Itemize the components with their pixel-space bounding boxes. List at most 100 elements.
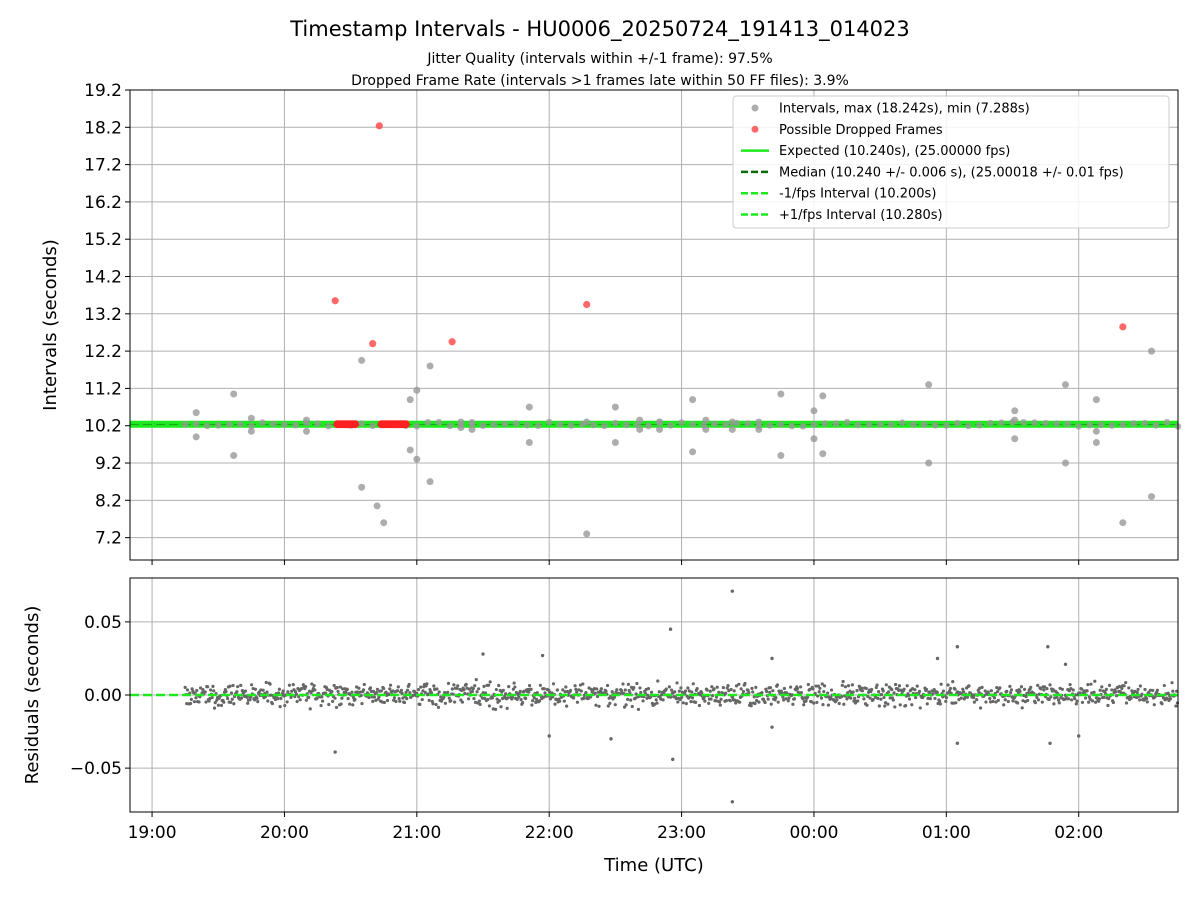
interval-point — [590, 421, 597, 429]
residual-point — [298, 698, 302, 702]
interval-point — [512, 420, 520, 427]
interval-point — [976, 421, 983, 429]
residual-point — [212, 706, 217, 710]
residual-point — [656, 679, 660, 683]
residual-point — [961, 690, 966, 694]
residual-point — [212, 689, 216, 693]
dropped-frame-point — [1119, 323, 1127, 331]
interval-point — [755, 418, 763, 426]
residual-point — [185, 688, 190, 692]
residual-point — [1020, 706, 1024, 710]
residual-point — [667, 685, 671, 689]
residual-point — [1040, 700, 1044, 704]
residual-point — [265, 690, 269, 694]
legend: Intervals, max (18.242s), min (7.288s) Po… — [732, 95, 1170, 229]
residual-point — [368, 686, 373, 690]
residual-point — [661, 698, 665, 702]
residual-point — [729, 687, 733, 692]
residual-point — [538, 699, 542, 703]
residual-point — [886, 702, 890, 706]
residual-point — [791, 702, 795, 706]
residual-point — [944, 699, 948, 703]
residual-point — [213, 701, 217, 705]
residual-point — [715, 685, 719, 689]
residual-point — [513, 685, 517, 689]
residual-point — [679, 686, 683, 690]
residual-point — [677, 689, 681, 693]
residual-point — [1075, 699, 1079, 703]
residual-point — [1080, 687, 1084, 691]
residual-point — [367, 695, 371, 700]
residual-point — [307, 695, 311, 700]
residual-point — [405, 697, 409, 701]
residual-point — [1008, 684, 1012, 688]
x-tick-label: 20:00 — [260, 823, 309, 843]
y-tick-label: 13.2 — [84, 305, 122, 325]
interval-point — [998, 419, 1005, 426]
residual-point — [385, 698, 390, 703]
residual-point — [304, 698, 308, 702]
residual-point — [792, 697, 797, 701]
interval-point — [424, 418, 432, 426]
residual-point — [473, 684, 477, 688]
legend-swatch-dropped — [751, 125, 759, 133]
residual-point — [954, 701, 958, 705]
residual-point — [553, 702, 557, 706]
residual-point — [996, 698, 1000, 702]
dropped-frame-point — [448, 338, 456, 346]
residual-point — [747, 691, 751, 695]
residual-point — [336, 689, 340, 693]
residual-point — [411, 693, 415, 697]
residual-point — [1045, 687, 1049, 691]
interval-point — [920, 421, 928, 428]
interval-point — [711, 420, 718, 428]
residual-point — [732, 689, 736, 693]
residual-point — [938, 702, 942, 706]
residual-point — [933, 696, 937, 701]
residual-point — [623, 688, 627, 692]
residual-point — [581, 682, 585, 686]
residual-point — [1151, 688, 1155, 693]
residual-point — [856, 699, 860, 703]
residual-point — [1060, 687, 1064, 691]
interval-point — [843, 418, 851, 426]
interval-point — [943, 422, 950, 429]
x-tick-label: 21:00 — [392, 823, 441, 843]
residual-point — [765, 689, 769, 694]
residual-point — [450, 687, 454, 691]
residual-point — [517, 695, 521, 699]
residual-point — [593, 691, 597, 695]
interval-point — [636, 416, 644, 424]
residual-point — [790, 693, 794, 697]
residual-point — [905, 684, 909, 688]
residual-point — [512, 681, 516, 685]
interval-point — [1075, 423, 1083, 430]
residual-point — [431, 702, 435, 706]
interval-point — [192, 420, 200, 428]
residual-point — [612, 695, 617, 699]
interval-point — [426, 478, 434, 486]
residual-point — [1080, 700, 1085, 705]
interval-point — [766, 422, 774, 429]
residual-point — [1114, 690, 1118, 694]
interval-point — [1011, 407, 1019, 415]
residual-point — [724, 691, 728, 695]
residual-point — [799, 685, 803, 689]
residual-point — [910, 703, 914, 707]
residual-point — [432, 684, 436, 688]
residual-point — [210, 695, 214, 700]
residual-point — [613, 703, 617, 707]
residual-point — [636, 707, 641, 711]
residual-point — [379, 689, 383, 693]
residual-point — [845, 697, 849, 701]
residual-point — [319, 703, 323, 708]
residual-point — [605, 683, 610, 688]
residual-point — [726, 684, 730, 688]
residual-point — [669, 695, 673, 699]
y-tick-label: 7.2 — [95, 529, 122, 549]
residual-point — [1160, 702, 1164, 706]
residual-point — [339, 702, 343, 706]
interval-point — [303, 416, 311, 424]
interval-point — [1130, 420, 1138, 427]
residual-point — [530, 703, 534, 707]
